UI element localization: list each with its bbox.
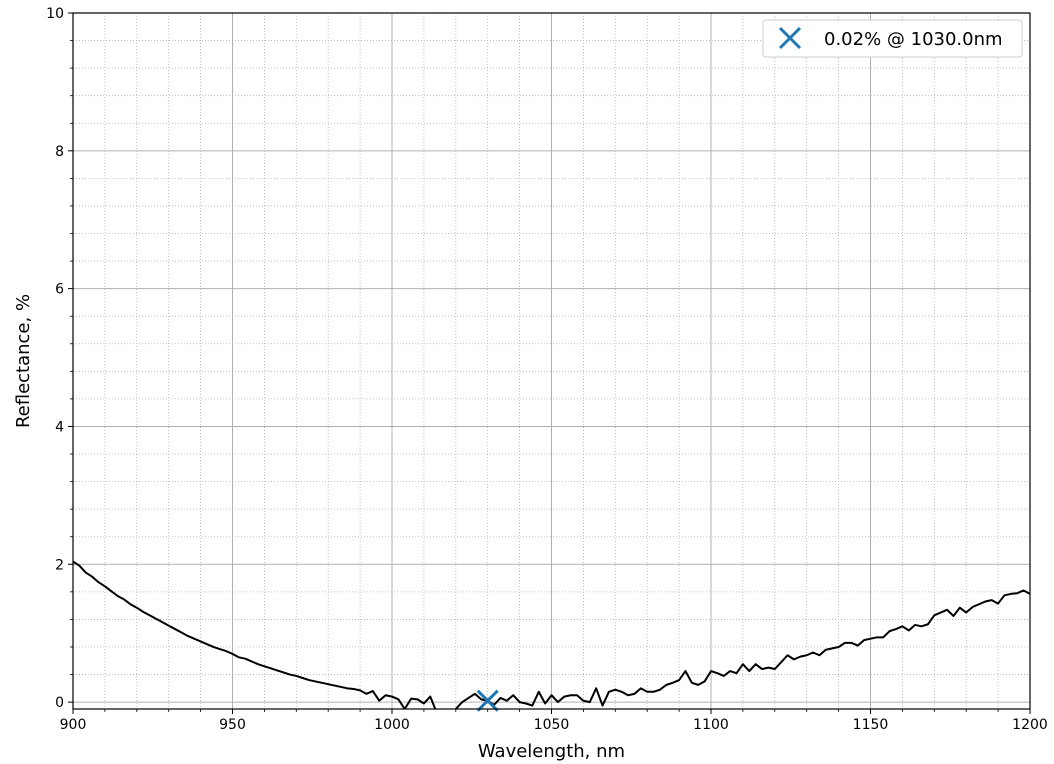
x-tick-label: 1100 xyxy=(693,717,729,733)
series-line-0 xyxy=(73,560,1030,709)
x-tick-label: 1050 xyxy=(534,717,570,733)
x-axis-label: Wavelength, nm xyxy=(478,741,625,762)
x-tick-label: 950 xyxy=(219,717,246,733)
x-tick-label: 1200 xyxy=(1012,717,1048,733)
x-tick-label: 1150 xyxy=(853,717,889,733)
legend-x-stroke-b xyxy=(778,26,802,50)
marker-layer xyxy=(476,689,499,712)
y-tick-label: 0 xyxy=(55,695,64,711)
series-layer xyxy=(73,560,1030,709)
y-tick-label: 4 xyxy=(55,419,64,435)
legend-box xyxy=(762,19,1023,58)
y-tick-label: 10 xyxy=(46,6,64,22)
marker-x-stroke-b xyxy=(476,689,499,712)
legend-entry: 0.02% @ 1030.0nm xyxy=(824,29,1003,50)
y-axis-label: Reflectance, % xyxy=(13,294,34,428)
tick-labels: 900 950 1000 1050 1100 1150 1200 0 2 4 6 8 10 xyxy=(46,6,1048,733)
y-tick-label: 2 xyxy=(55,557,64,573)
x-tick-label: 1000 xyxy=(374,717,410,733)
x-tick-label: 900 xyxy=(60,717,87,733)
legend: 0.02% @ 1030.0nm xyxy=(762,19,1023,58)
axis-ticks xyxy=(68,12,1031,714)
legend-x-marker-icon xyxy=(778,26,802,50)
y-tick-label: 6 xyxy=(55,282,64,298)
major-grid xyxy=(72,12,1031,709)
y-tick-label: 8 xyxy=(55,144,64,160)
